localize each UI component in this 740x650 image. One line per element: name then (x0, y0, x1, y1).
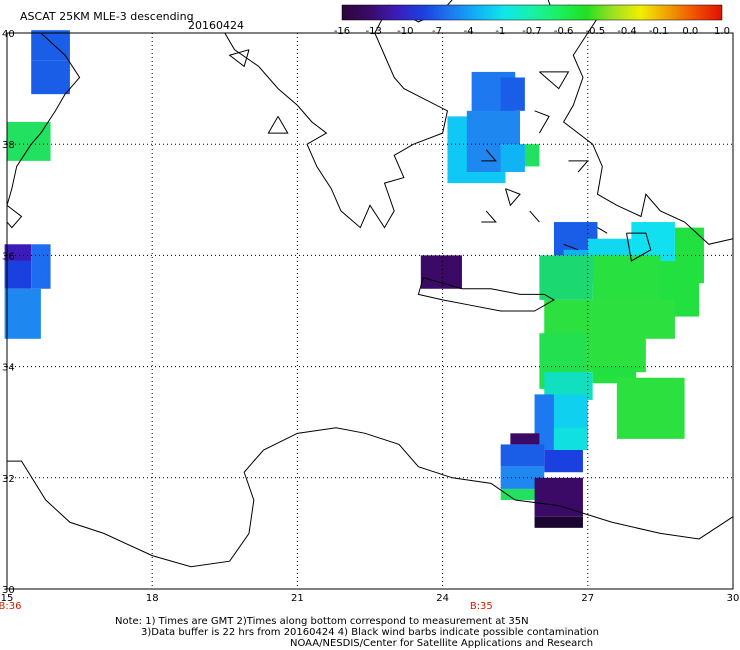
colorbar-label: -0.4 (617, 26, 637, 37)
coast-segment (505, 188, 521, 207)
colorbar-label: -0.7 (522, 26, 542, 37)
x-tick-label: 27 (581, 593, 594, 604)
y-tick-label: 36 (2, 251, 15, 262)
data-cell (7, 121, 51, 161)
data-cell (539, 255, 593, 300)
colorbar-label: -4 (464, 26, 474, 37)
data-cell (500, 488, 535, 501)
coast-segment (6, 204, 23, 229)
y-tick-label: 30 (2, 585, 15, 596)
colorbar-label: -7 (432, 26, 442, 37)
data-cell (4, 244, 32, 261)
data-cell (534, 516, 583, 528)
data-cell (587, 333, 646, 373)
lat-lon-grid (7, 33, 733, 589)
map-frame (6, 32, 734, 590)
y-tick-label: 32 (2, 474, 15, 485)
x-tick-label: 18 (146, 593, 159, 604)
data-cell (544, 299, 675, 339)
y-tick-label: 38 (2, 140, 15, 151)
note-line-1: Note: 1) Times are GMT 2)Times along bot… (115, 616, 529, 627)
coast-segment (597, 227, 608, 234)
colorbar-label: -13 (365, 26, 381, 37)
data-cell (500, 77, 525, 111)
colorbar-label: 1.0 (714, 26, 730, 37)
data-cell (534, 394, 554, 450)
data-cell (553, 427, 588, 450)
data-cells (4, 30, 704, 528)
data-cell (500, 144, 525, 172)
coast-segment (7, 427, 734, 568)
coast-segment (562, 4, 734, 245)
coast-segment (417, 277, 555, 312)
colorbar-label: -16 (334, 26, 350, 37)
colorbar-label: -0.1 (649, 26, 669, 37)
coast-segment (568, 160, 589, 173)
data-cell (31, 244, 51, 289)
coast-segment (267, 116, 289, 134)
coast-segment (563, 243, 579, 251)
x-tick-label: 15 (1, 593, 14, 604)
y-tick-label: 34 (2, 363, 15, 374)
colorbar-label: 0.0 (682, 26, 698, 37)
data-cell (544, 450, 583, 473)
coast-segment (481, 210, 497, 223)
coast-segment (626, 232, 652, 262)
data-cell (500, 444, 545, 467)
map-date: 20160424 (188, 19, 244, 32)
data-cell (31, 60, 70, 95)
coast-segment (539, 71, 570, 90)
time-label: B:36 (0, 601, 21, 612)
x-tick-label: 30 (727, 593, 740, 604)
time-label: B:35 (470, 601, 493, 612)
data-cell (31, 30, 70, 61)
data-cell (616, 377, 685, 439)
coast-segment (481, 149, 497, 162)
axis-tick-labels: 15 18 21 24 27 30 40 38 36 34 32 30 B:36 B:35 (0, 29, 739, 612)
colorbar-label: -0.6 (554, 26, 574, 37)
coast-segment (529, 210, 540, 223)
map-title: ASCAT 25KM MLE-3 descending (20, 10, 194, 23)
colorbar-label: -0.5 (586, 26, 606, 37)
colorbar-gradient (341, 4, 723, 21)
data-cell (510, 433, 540, 445)
data-cell (420, 255, 462, 289)
coast-segment (6, 32, 81, 206)
data-cell (631, 222, 675, 261)
colorbar-label: -1 (495, 26, 505, 37)
y-tick-label: 40 (2, 29, 15, 40)
x-tick-label: 24 (436, 593, 449, 604)
colorbar: -16 -13 -10 -7 -4 -1 -0.7 -0.6 -0.5 -0.4 -0.1 0.0 1.… (334, 4, 730, 37)
coast-segment (228, 49, 250, 68)
note-line-2: 3)Data buffer is 22 hrs from 20160424 4)… (141, 627, 599, 638)
data-cell (4, 260, 32, 289)
note-line-3: NOAA/NESDIS/Center for Satellite Applica… (290, 638, 594, 649)
data-cell (500, 466, 545, 489)
data-cell (4, 288, 41, 339)
x-tick-label: 21 (291, 593, 304, 604)
colorbar-label: -10 (397, 26, 413, 37)
coast-segment (534, 110, 550, 134)
